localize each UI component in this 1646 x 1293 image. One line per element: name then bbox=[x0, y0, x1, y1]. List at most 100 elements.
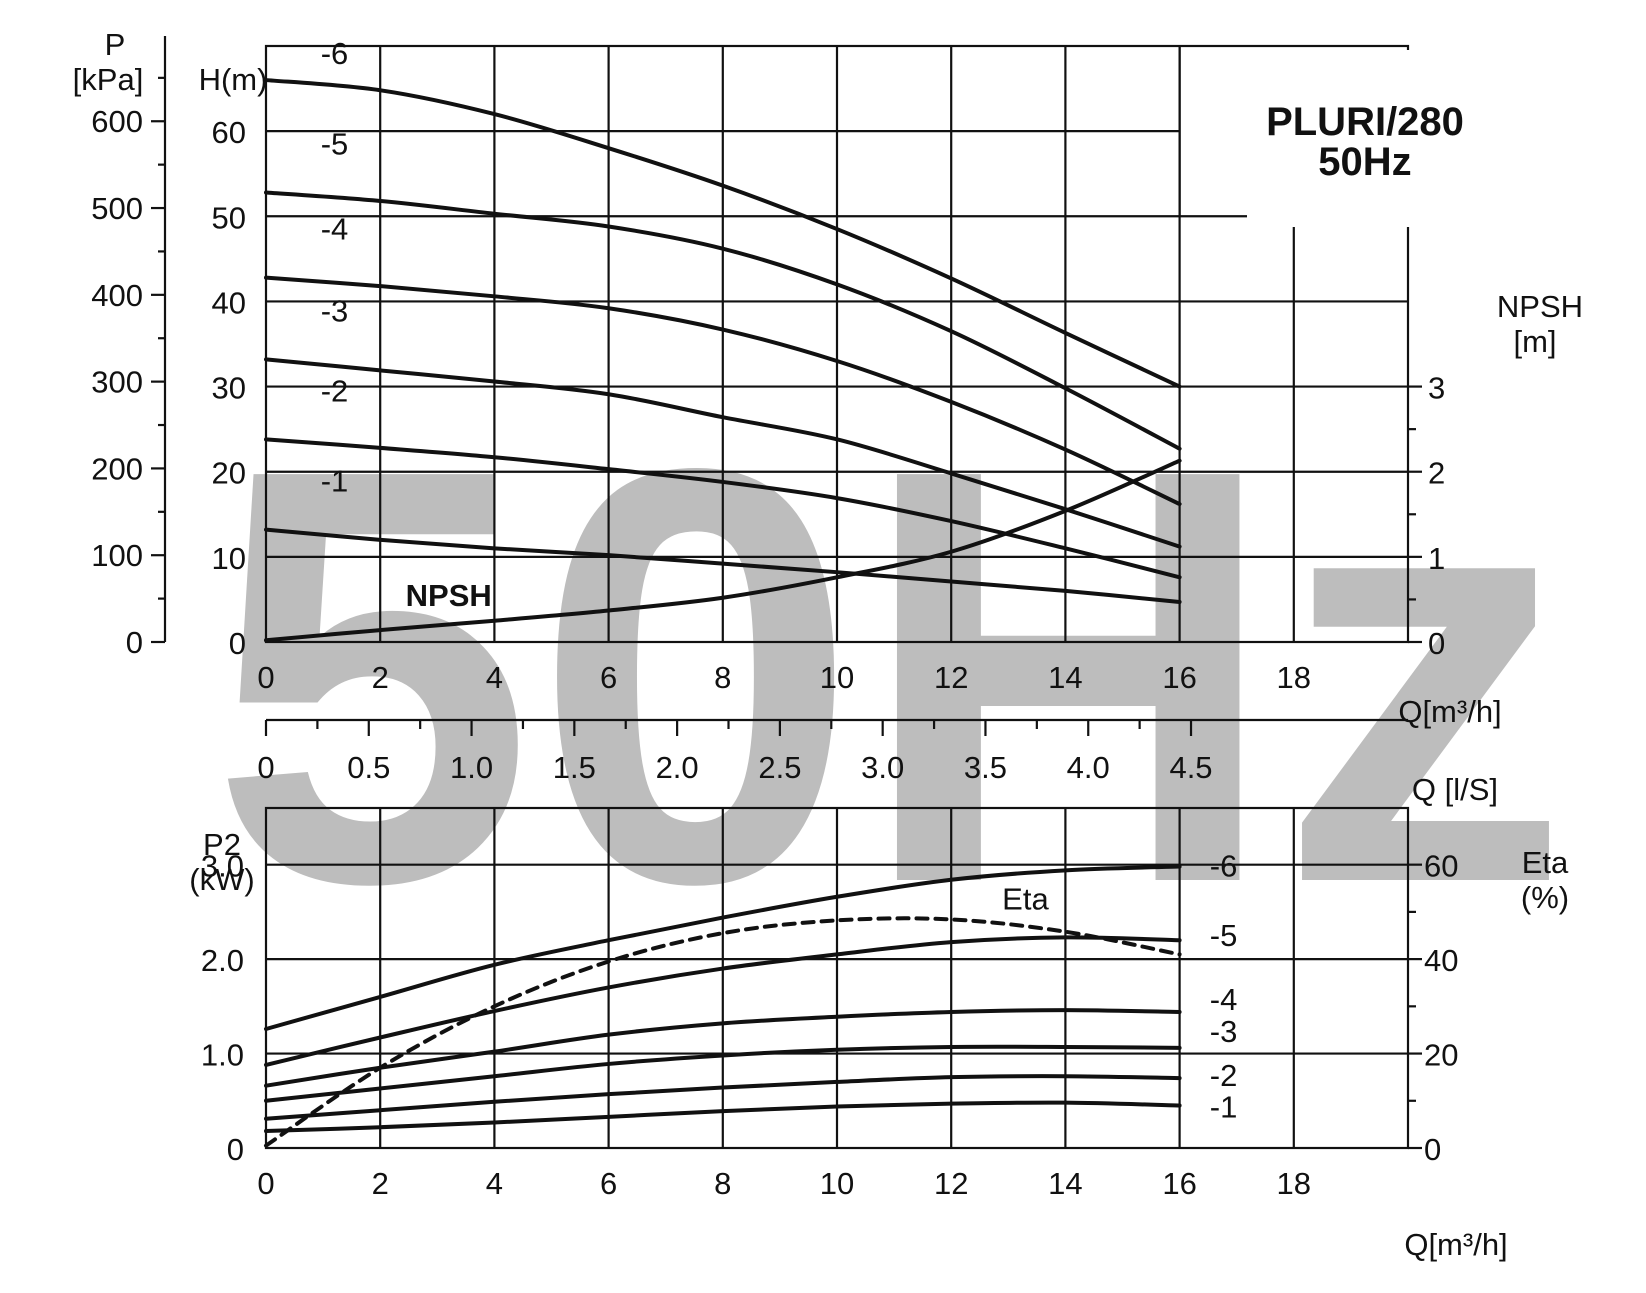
flow-ls-tick-label: 0 bbox=[257, 750, 274, 785]
npsh-curve-label: NPSH bbox=[406, 578, 492, 613]
head-tick-label: 30 bbox=[212, 371, 246, 406]
head-curve-stage-3 bbox=[264, 357, 1182, 549]
curve-layer bbox=[264, 78, 1182, 1148]
power-curve-stage-4 bbox=[264, 1008, 1182, 1088]
pressure-tick-label: 100 bbox=[91, 538, 143, 573]
efficiency-axis-label-unit: (%) bbox=[1521, 880, 1569, 915]
grid-layer bbox=[151, 36, 1422, 1150]
npsh-tick-label: 1 bbox=[1428, 541, 1445, 576]
title-box bbox=[1247, 50, 1488, 227]
power-axis-label-symbol: P2 bbox=[203, 827, 241, 862]
pressure-tick-label: 200 bbox=[91, 451, 143, 486]
head-curve-label: -1 bbox=[321, 464, 349, 499]
flow-m3h-tick-label-top: 14 bbox=[1048, 660, 1082, 695]
head-tick-label: 60 bbox=[212, 115, 246, 150]
flow-m3h-tick-label-top: 10 bbox=[820, 660, 854, 695]
flow-axis-label-ls: Q [l/S] bbox=[1412, 772, 1498, 807]
npsh-axis-label-symbol: NPSH bbox=[1497, 289, 1583, 324]
flow-axis-label-m3h-bottom: Q[m³/h] bbox=[1404, 1227, 1507, 1262]
head-curve-label: -2 bbox=[321, 373, 349, 408]
head-axis-label: H(m) bbox=[199, 62, 268, 97]
flow-ls-tick-label: 1.5 bbox=[553, 750, 596, 785]
efficiency-tick-label: 20 bbox=[1424, 1038, 1458, 1073]
head-curve-label: -5 bbox=[321, 126, 349, 161]
efficiency-curve bbox=[264, 916, 1182, 1148]
flow-m3h-tick-label-top: 12 bbox=[934, 660, 968, 695]
flow-m3h-tick-label-bottom: 12 bbox=[934, 1166, 968, 1201]
flow-m3h-tick-label-bottom: 6 bbox=[600, 1166, 617, 1201]
chart-title-frequency: 50Hz bbox=[1318, 140, 1411, 184]
flow-m3h-tick-label-bottom: 2 bbox=[372, 1166, 389, 1201]
power-curve-label: -2 bbox=[1210, 1058, 1238, 1093]
head-curve-stage-6 bbox=[264, 78, 1182, 389]
head-curve-stage-5 bbox=[264, 190, 1182, 451]
flow-ls-tick-label: 1.0 bbox=[450, 750, 493, 785]
pressure-tick-label: 300 bbox=[91, 365, 143, 400]
pressure-axis-label-symbol: P bbox=[105, 27, 126, 62]
power-tick-label: 3.0 bbox=[201, 849, 244, 884]
head-tick-label: 20 bbox=[212, 456, 246, 491]
flow-ls-tick-label: 3.5 bbox=[964, 750, 1007, 785]
flow-m3h-tick-label-bottom: 16 bbox=[1162, 1166, 1196, 1201]
power-axis-label-unit: (kW) bbox=[189, 862, 254, 897]
chart-title-model: PLURI/280 bbox=[1266, 100, 1464, 144]
head-curve-label: -6 bbox=[321, 36, 349, 71]
npsh-tick-label: 3 bbox=[1428, 371, 1445, 406]
watermark-text: 50Hz bbox=[210, 347, 1570, 1006]
efficiency-axis-label-symbol: Eta bbox=[1522, 845, 1569, 880]
efficiency-tick-label: 0 bbox=[1424, 1132, 1441, 1167]
npsh-curve bbox=[264, 458, 1182, 643]
flow-ls-tick-label: 2.0 bbox=[656, 750, 699, 785]
pressure-tick-label: 600 bbox=[91, 104, 143, 139]
power-curve-stage-1 bbox=[264, 1100, 1182, 1133]
pressure-tick-label: 0 bbox=[126, 625, 143, 660]
flow-m3h-tick-label-bottom: 4 bbox=[486, 1166, 503, 1201]
pressure-tick-label: 400 bbox=[91, 278, 143, 313]
head-curve-stage-1 bbox=[264, 527, 1182, 604]
flow-m3h-tick-label-bottom: 14 bbox=[1048, 1166, 1082, 1201]
head-curve-stage-4 bbox=[264, 275, 1182, 507]
power-curve-stage-6 bbox=[264, 864, 1182, 1031]
head-curve-label: -4 bbox=[321, 212, 349, 247]
flow-m3h-tick-label-top: 2 bbox=[372, 660, 389, 695]
flow-ls-tick-label: 3.0 bbox=[861, 750, 904, 785]
power-curve-label: -6 bbox=[1210, 849, 1238, 884]
flow-m3h-tick-label-bottom: 0 bbox=[257, 1166, 274, 1201]
flow-ls-tick-label: 2.5 bbox=[758, 750, 801, 785]
power-curve-stage-3 bbox=[264, 1044, 1182, 1103]
power-tick-label: 0 bbox=[227, 1132, 244, 1167]
flow-m3h-tick-label-top: 18 bbox=[1277, 660, 1311, 695]
head-tick-label: 50 bbox=[212, 200, 246, 235]
flow-ls-tick-label: 4.0 bbox=[1067, 750, 1110, 785]
flow-ls-tick-label: 4.5 bbox=[1169, 750, 1212, 785]
flow-m3h-tick-label-top: 0 bbox=[257, 660, 274, 695]
npsh-tick-label: 0 bbox=[1428, 626, 1445, 661]
power-curve-label: -5 bbox=[1210, 918, 1238, 953]
efficiency-curve-label: Eta bbox=[1002, 882, 1049, 917]
flow-m3h-tick-label-bottom: 10 bbox=[820, 1166, 854, 1201]
pressure-tick-label: 500 bbox=[91, 191, 143, 226]
pressure-axis-label-unit: [kPa] bbox=[73, 62, 144, 97]
head-tick-label: 10 bbox=[212, 541, 246, 576]
power-curve-label: -3 bbox=[1210, 1014, 1238, 1049]
head-curve-stage-2 bbox=[264, 437, 1182, 580]
flow-ls-tick-label: 0.5 bbox=[347, 750, 390, 785]
efficiency-tick-label: 60 bbox=[1424, 849, 1458, 884]
power-curve-label: -4 bbox=[1210, 982, 1238, 1017]
flow-axis-label-m3h-top: Q[m³/h] bbox=[1398, 694, 1501, 729]
flow-m3h-tick-label-top: 8 bbox=[714, 660, 731, 695]
head-tick-label: 40 bbox=[212, 285, 246, 320]
npsh-tick-label: 2 bbox=[1428, 456, 1445, 491]
power-curve-label: -1 bbox=[1210, 1090, 1238, 1125]
efficiency-tick-label: 40 bbox=[1424, 943, 1458, 978]
power-tick-label: 2.0 bbox=[201, 943, 244, 978]
flow-m3h-tick-label-top: 16 bbox=[1162, 660, 1196, 695]
flow-m3h-tick-label-top: 6 bbox=[600, 660, 617, 695]
flow-m3h-tick-label-top: 4 bbox=[486, 660, 503, 695]
head-tick-label: 0 bbox=[229, 626, 246, 661]
power-tick-label: 1.0 bbox=[201, 1038, 244, 1073]
flow-m3h-tick-label-bottom: 8 bbox=[714, 1166, 731, 1201]
